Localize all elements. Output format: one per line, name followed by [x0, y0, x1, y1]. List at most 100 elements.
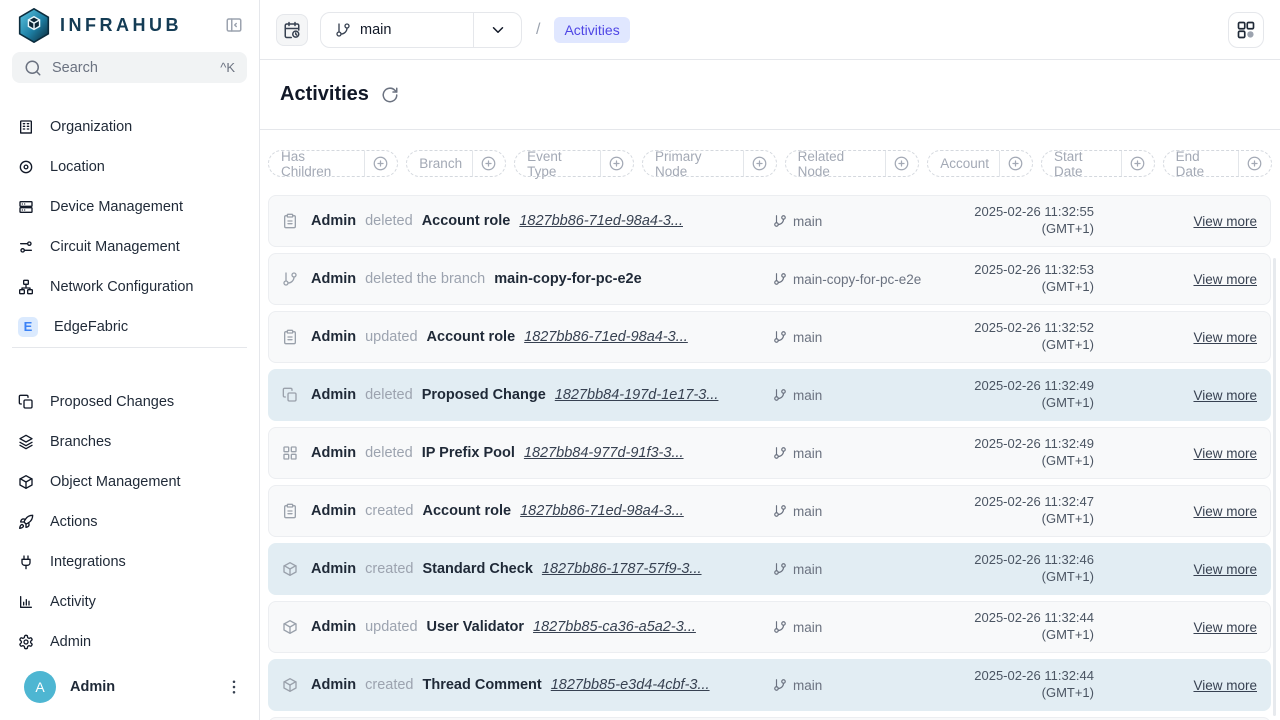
view-more-link[interactable]: View more	[1193, 677, 1257, 693]
branch-selector[interactable]: main	[320, 11, 522, 48]
sidebar-item-branches[interactable]: Branches	[0, 422, 259, 462]
filter-chip-primary-node[interactable]: Primary Node	[642, 149, 777, 179]
activity-node-link[interactable]: 1827bb84-977d-91f3-3...	[523, 445, 684, 461]
view-more-link[interactable]: View more	[1193, 445, 1257, 461]
plus-circle-icon	[752, 156, 767, 171]
infrahub-logo[interactable]: INFRAHUB	[18, 7, 182, 43]
sidebar-item-edgefabric[interactable]: E EdgeFabric	[0, 307, 259, 347]
add-filter-button[interactable]	[742, 151, 776, 176]
time-travel-button[interactable]	[276, 13, 308, 46]
filter-chip-related-node[interactable]: Related Node	[784, 148, 920, 179]
sidebar-item-label: Device Management	[50, 198, 183, 215]
filter-chip-event-type[interactable]: Event Type	[514, 149, 634, 179]
add-filter-button[interactable]	[885, 151, 918, 176]
add-filter-button[interactable]	[472, 151, 505, 176]
activity-row: Admin updated User Validator 1827bb85-ca36-…	[268, 601, 1271, 653]
filter-chip-has-children[interactable]: Has Children	[268, 149, 399, 179]
activity-node-link[interactable]: 1827bb85-ca36-a5a2-3...	[533, 619, 696, 635]
sidebar-item-actions[interactable]: Actions	[0, 502, 259, 542]
sidebar-collapse-icon[interactable]	[225, 16, 243, 34]
sidebar-item-location[interactable]: Location	[0, 147, 259, 187]
filter-chip-account[interactable]: Account	[927, 150, 1034, 177]
view-more-link[interactable]: View more	[1193, 619, 1257, 635]
activity-actor: Admin	[311, 619, 357, 635]
view-more-link[interactable]: View more	[1193, 387, 1257, 403]
breadcrumb-activities[interactable]: Activities	[554, 16, 630, 43]
sidebar-item-activity[interactable]: Activity	[0, 582, 259, 622]
activity-timestamp: 2025-02-26 11:32:44 (GMT+1)	[973, 610, 1152, 644]
add-filter-button[interactable]	[1237, 151, 1271, 176]
timestamp-tz: (GMT+1)	[1041, 685, 1094, 700]
filter-chip-label: Branch	[419, 156, 463, 171]
view-more-cell: View more	[1152, 330, 1257, 345]
timestamp-date: 2025-02-26 11:32:55	[974, 204, 1094, 220]
activity-object: Thread Comment	[422, 677, 542, 693]
sidebar-item-circuit-management[interactable]: Circuit Management	[0, 227, 259, 267]
activity-node-link[interactable]: 1827bb86-71ed-98a4-3...	[524, 329, 688, 345]
activity-row: Admin deleted the branch main-copy-for-pc-…	[268, 253, 1271, 305]
user-menu-kebab-icon[interactable]	[225, 678, 243, 696]
sidebar-item-organization[interactable]: Organization	[0, 107, 259, 147]
timestamp-date: 2025-02-26 11:32:49	[974, 436, 1094, 452]
sidebar-item-network-configuration[interactable]: Network Configuration	[0, 267, 259, 307]
sidebar-item-label: Actions	[50, 513, 98, 530]
view-more-link[interactable]: View more	[1193, 271, 1257, 287]
filter-row: Has Children Branch Event Type Primary Node…	[260, 130, 1280, 195]
schema-visualizer-button[interactable]	[1228, 11, 1264, 48]
activity-verb: updated	[365, 329, 418, 345]
add-filter-button[interactable]	[1120, 151, 1154, 176]
activity-node-link[interactable]: 1827bb86-71ed-98a4-3...	[519, 213, 683, 229]
sidebar-item-device-management[interactable]: Device Management	[0, 187, 259, 227]
sidebar-item-object-management[interactable]: Object Management	[0, 462, 259, 502]
activity-node-link[interactable]: 1827bb85-e3d4-4cbf-3...	[550, 677, 710, 693]
network-icon	[18, 279, 34, 295]
search-input[interactable]: Search ^K	[12, 52, 247, 83]
view-more-cell: View more	[1152, 678, 1257, 693]
activity-node-link[interactable]: 1827bb86-71ed-98a4-3...	[520, 503, 684, 519]
filter-chip-end-date[interactable]: End Date	[1162, 149, 1272, 179]
git-branch-icon	[282, 271, 298, 287]
activity-node-link[interactable]: 1827bb86-1787-57f9-3...	[541, 561, 702, 577]
add-filter-button[interactable]	[600, 151, 633, 176]
plus-circle-icon	[609, 156, 624, 171]
activity-branch-name: main-copy-for-pc-e2e	[793, 271, 922, 287]
activity-node-link[interactable]: 1827bb84-197d-1e17-3...	[554, 387, 719, 403]
add-filter-button[interactable]	[364, 151, 397, 176]
view-more-link[interactable]: View more	[1193, 503, 1257, 519]
view-more-link[interactable]: View more	[1193, 561, 1257, 577]
filter-chip-start-date[interactable]: Start Date	[1041, 149, 1155, 179]
copy-icon	[282, 387, 298, 403]
add-filter-button[interactable]	[999, 151, 1032, 176]
sidebar-nav-group: Proposed Changes Branches Object Managemen…	[0, 372, 259, 662]
filter-chip-label: Related Node	[797, 148, 845, 179]
cube-icon	[282, 561, 298, 577]
filter-chip-branch[interactable]: Branch	[406, 150, 507, 177]
activity-verb: deleted the branch	[365, 271, 486, 287]
sidebar-item-label: EdgeFabric	[54, 318, 129, 335]
view-more-link[interactable]: View more	[1193, 213, 1257, 229]
activity-row: Admin created Standard Check 1827bb86-1787-…	[268, 543, 1271, 595]
activity-timestamp: 2025-02-26 11:32:55 (GMT+1)	[973, 204, 1152, 238]
timestamp-date: 2025-02-26 11:32:49	[974, 378, 1094, 394]
view-more-cell: View more	[1152, 562, 1257, 577]
title-row: Activities	[260, 60, 1280, 130]
activity-object: User Validator	[426, 619, 525, 635]
scrollbar[interactable]	[1273, 258, 1276, 716]
plus-circle-icon	[894, 156, 909, 171]
activity-summary: Admin updated Account role 1827bb86-71ed-98…	[311, 329, 773, 345]
branch-selector-caret[interactable]	[473, 12, 521, 47]
sidebar: INFRAHUB Search ^K Organization Location D…	[0, 0, 260, 720]
view-more-link[interactable]: View more	[1193, 329, 1257, 345]
timestamp-tz: (GMT+1)	[1041, 279, 1094, 294]
refresh-icon[interactable]	[381, 86, 399, 104]
activity-verb: deleted	[365, 213, 413, 229]
sidebar-item-admin[interactable]: Admin	[0, 622, 259, 662]
activity-row: Admin created Thread Comment 1827bb85-e3d4-…	[268, 659, 1271, 711]
building-icon	[18, 119, 34, 135]
sidebar-item-integrations[interactable]: Integrations	[0, 542, 259, 582]
activity-object: Account role	[421, 213, 511, 229]
sidebar-item-proposed-changes[interactable]: Proposed Changes	[0, 382, 259, 422]
activity-summary: Admin deleted IP Prefix Pool 1827bb84-977d-…	[311, 445, 773, 461]
view-more-cell: View more	[1152, 214, 1257, 229]
activity-timestamp: 2025-02-26 11:32:52 (GMT+1)	[973, 320, 1152, 354]
